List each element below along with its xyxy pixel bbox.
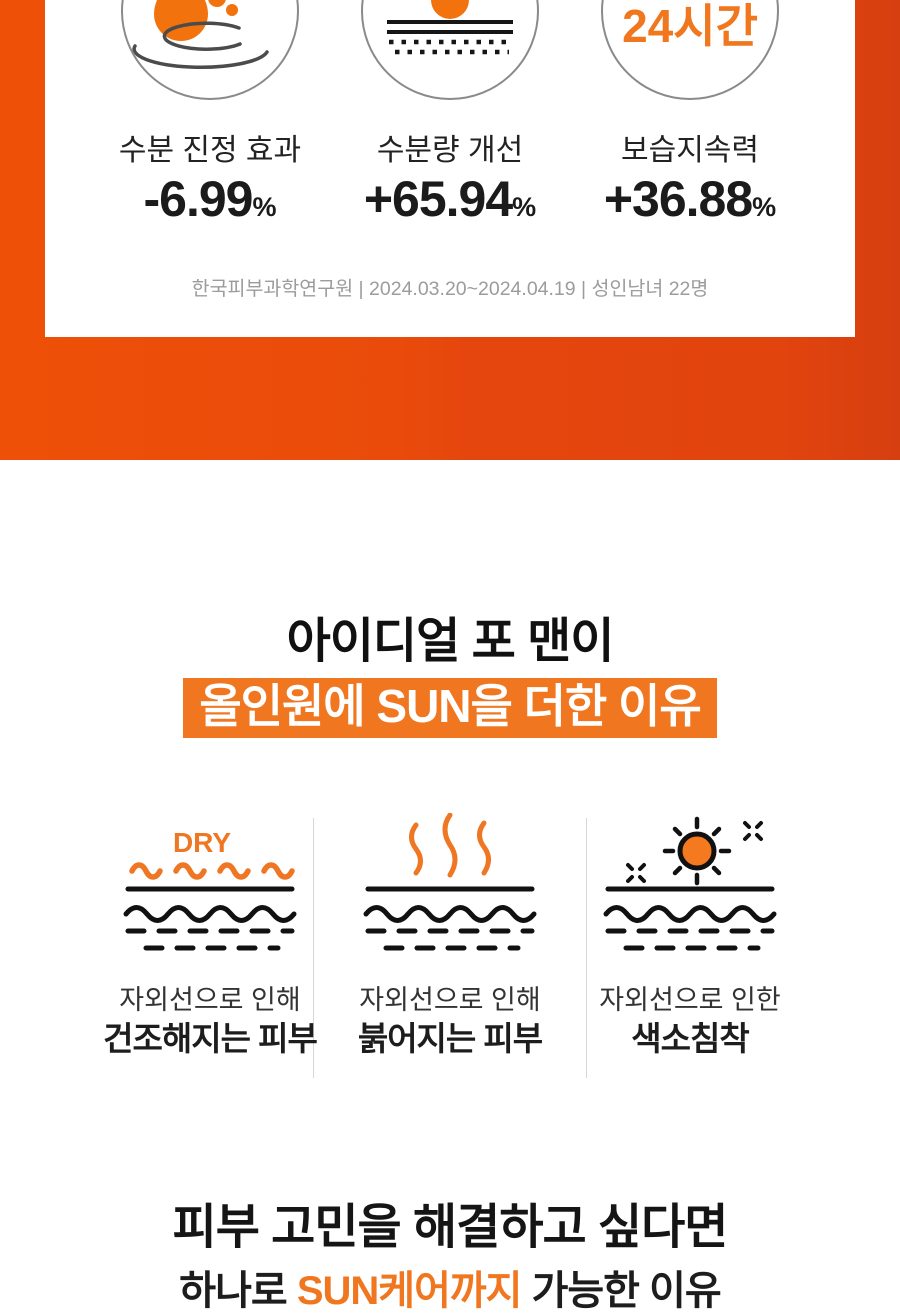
- stat-circle-duration: 24시간: [601, 0, 779, 100]
- orange-hero-background: 24시간 수분 진정 효과 -6.99% 수분량 개선 +65.94% 보습지속…: [0, 0, 900, 460]
- column-divider: [586, 818, 587, 1078]
- uv-caption-line2: 건조해지는 피부: [103, 1020, 318, 1057]
- clipped-text-line: 하나로 SUN케어까지 가능한 이유: [179, 1269, 721, 1313]
- stat-moisture: 수분량 개선 +65.94%: [330, 134, 570, 234]
- stat-value: -6.99%: [143, 171, 277, 227]
- bottom-heading-bold: 피부 고민: [172, 1201, 359, 1254]
- uv-caption-line2: 색소침착: [631, 1020, 749, 1057]
- study-source: 한국피부과학연구원 | 2024.03.20~2024.04.19 | 성인남녀…: [191, 278, 709, 300]
- clinical-results-card: 24시간 수분 진정 효과 -6.99% 수분량 개선 +65.94% 보습지속…: [45, 0, 855, 337]
- dry-skin-icon: DRY: [123, 827, 297, 951]
- uv-caption-line1: 자외선으로 인한: [599, 985, 781, 1015]
- stat-value: +65.94%: [363, 171, 537, 227]
- svg-text:DRY: DRY: [173, 827, 231, 858]
- stat-circle-moisture: [361, 0, 539, 100]
- section-title: 아이디얼 포 맨이 올인원에 SUN을 더한 이유: [0, 614, 900, 738]
- section-title-line1: 아이디얼 포 맨이: [286, 615, 615, 668]
- water-drop-ripple-icon: [132, 0, 269, 69]
- uv-caption-line1: 자외선으로 인해: [119, 985, 301, 1015]
- stat-label: 수분량 개선: [376, 134, 524, 167]
- stat-value: +36.88%: [603, 171, 777, 227]
- sun-pigmentation-icon: [603, 816, 777, 951]
- uv-problem-pigmentation: 자외선으로 인한 색소침착: [570, 813, 810, 1058]
- stat-circle-soothing: [121, 0, 299, 100]
- stat-soothing: 수분 진정 효과 -6.99%: [90, 134, 330, 234]
- heated-skin-icon: [363, 812, 537, 951]
- section-title-highlight: 올인원에 SUN을 더한 이유: [183, 678, 717, 738]
- stat-duration: 보습지속력 +36.88%: [570, 134, 810, 234]
- bottom-heading-rest: 을 해결하고 싶다면: [357, 1201, 729, 1254]
- column-divider: [313, 818, 314, 1078]
- uv-caption-line1: 자외선으로 인해: [359, 985, 541, 1015]
- stat-label: 보습지속력: [621, 134, 759, 167]
- stat-label: 수분 진정 효과: [118, 134, 302, 167]
- bottom-heading: 피부 고민을 해결하고 싶다면: [0, 1200, 900, 1256]
- 24-hours-badge: 24시간: [622, 0, 758, 52]
- uv-problem-dry: DRY 자외선으로 인해 건조해지는 피부: [90, 813, 330, 1058]
- uv-problem-redness: 자외선으로 인해 붉어지는 피부: [330, 812, 570, 1058]
- skin-moisture-layers-icon: [387, 0, 513, 55]
- uv-caption-line2: 붉어지는 피부: [357, 1020, 543, 1057]
